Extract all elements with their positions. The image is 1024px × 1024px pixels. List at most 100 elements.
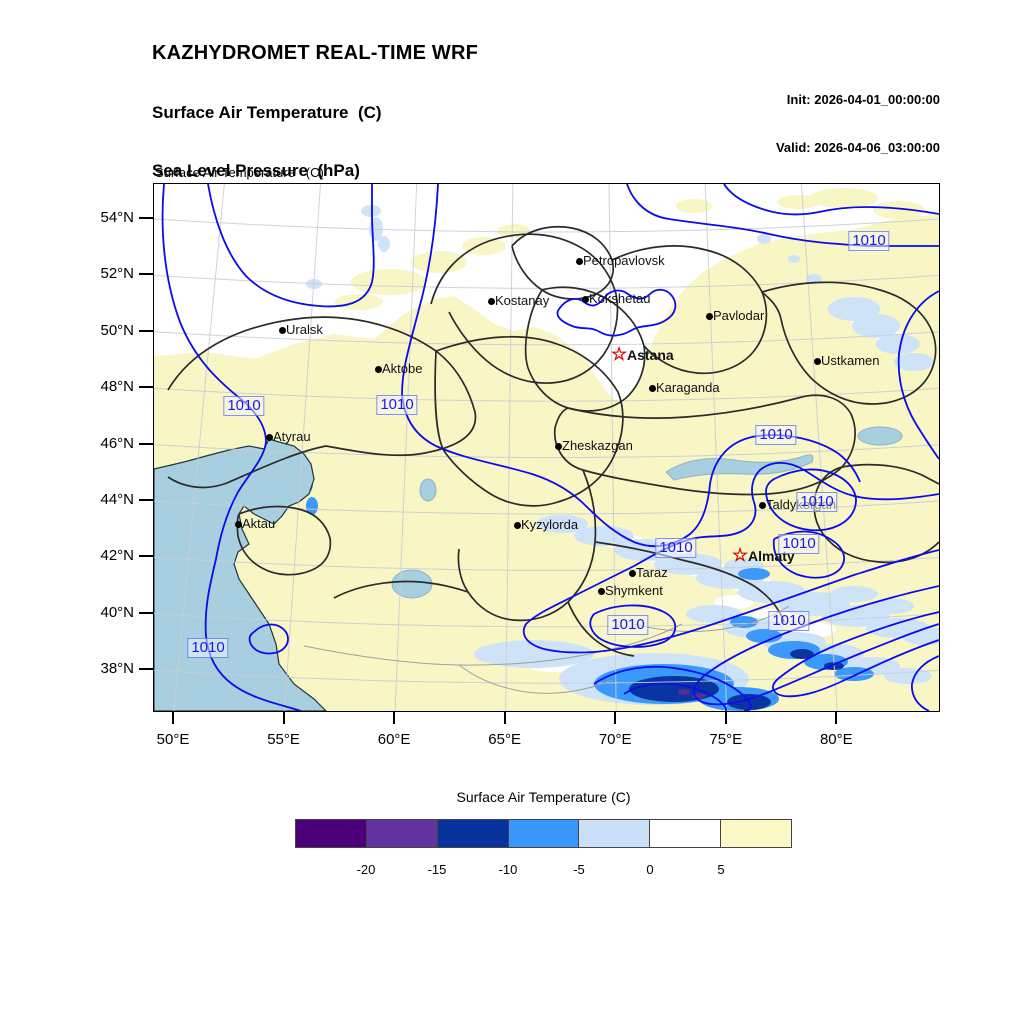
lon-tick [835, 711, 838, 724]
lon-tick-label: 50°E [156, 731, 190, 748]
graticule-parallel [154, 218, 939, 233]
pressure-contour-label-5: 1010 [655, 538, 697, 558]
city-label-astana: Astana [627, 347, 674, 363]
city-dot-icon-pavlodar [705, 312, 713, 320]
colorbar-tick-label: -5 [573, 862, 585, 877]
colorbar-cell-5 [649, 819, 722, 848]
lat-tick-label: 42°N [100, 547, 134, 565]
city-label-uralsk: Uralsk [286, 322, 323, 337]
colorbar-tick-label: 0 [646, 862, 654, 877]
colorbar-cell-4 [578, 819, 651, 848]
lon-tick [724, 711, 727, 724]
pressure-contour-label-7: 1010 [607, 615, 649, 635]
city-dot-icon-aktau [234, 520, 242, 528]
colorbar-cell-3 [507, 819, 580, 848]
lon-tick-label: 70°E [598, 731, 632, 748]
colorbar-title: Surface Air Temperature (C) [456, 789, 631, 805]
city-label-atyrau: Atyrau [273, 429, 311, 444]
lat-tick [139, 386, 153, 389]
pressure-contour-label-0: 1010 [223, 396, 265, 416]
valid-time: Valid: 2026-04-06_03:00:00 [775, 140, 940, 155]
city-label-taraz: Taraz [636, 565, 668, 580]
graticule-parallel [154, 556, 939, 571]
colorbar [295, 819, 793, 848]
lat-tick-label: 46°N [100, 434, 134, 452]
lon-tick [393, 711, 396, 724]
lon-tick [503, 711, 506, 724]
graticule-meridian [394, 184, 418, 711]
city-star-icon-almaty: ☆ [732, 545, 749, 565]
colorbar-tick-label: 5 [717, 862, 725, 877]
graticule-meridian [505, 184, 514, 711]
colorbar-cell-6 [720, 819, 793, 848]
init-time: Init: 2026-04-01_00:00:00 [786, 92, 940, 107]
pressure-contour-label-8: 1010 [768, 611, 810, 631]
lat-tick-label: 50°N [100, 321, 134, 339]
title-block: KAZHYDROMET REAL-TIME WRF Surface Air Te… [152, 6, 478, 217]
graticule-meridian [284, 184, 321, 711]
lat-tick [139, 329, 153, 332]
lat-tick [139, 668, 153, 671]
lon-tick-label: 80°E [819, 731, 853, 748]
city-dot-icon-zheskazgan [554, 442, 562, 450]
colorbar-cell-0 [295, 819, 367, 848]
city-dot-icon-taldykorgan [758, 501, 766, 509]
pressure-contour-label-3: 1010 [755, 425, 797, 445]
city-label-aktobe: Aktobe [382, 361, 423, 376]
lat-tick [139, 499, 153, 501]
pressure-contour-label-1: 1010 [376, 395, 418, 415]
lat-tick-label: 54°N [100, 209, 134, 226]
city-label-aktau: Aktau [242, 516, 276, 531]
city-label-kokshetau: Kokshetau [589, 291, 651, 306]
title-variable-1: Surface Air Temperature (C) [152, 103, 382, 122]
pressure-contour-label-9: 1010 [187, 638, 229, 658]
lon-tick-label: 65°E [488, 731, 521, 748]
graticule-meridian [800, 184, 838, 711]
city-label-pavlodar: Pavlodar [713, 308, 765, 323]
title-variable-2: Sea Level Pressure (hPa) [152, 161, 360, 180]
graticule-parallel [154, 331, 939, 346]
lon-tick [614, 711, 617, 724]
colorbar-cell-1 [365, 819, 438, 848]
lat-tick [139, 555, 153, 558]
city-label-ustkamen: Ustkamen [821, 353, 880, 368]
city-dot-icon-kokshetau [581, 295, 589, 303]
city-dot-icon-ustkamen [813, 357, 821, 365]
lat-tick-label: 52°N [100, 265, 134, 283]
lat-tick-label: 38°N [100, 660, 134, 678]
map-canvas: Petropavlovsk Kostanay Kokshetau Pavlodar Ur… [154, 184, 939, 711]
map-overlay: Petropavlovsk Kostanay Kokshetau Pavlodar Ur… [154, 184, 939, 711]
pressure-contour-label-6: 1010 [778, 534, 820, 554]
lon-tick [172, 711, 174, 724]
graticule-parallel [154, 444, 939, 459]
page-title: KAZHYDROMET REAL-TIME WRF [152, 42, 479, 64]
graticule-parallel [154, 669, 939, 684]
plot-subtitle-1: Surface Air Temperature (C) [155, 165, 324, 180]
city-label-kyzylorda: Kyzylorda [521, 517, 579, 532]
colorbar-tick-label: -15 [427, 862, 447, 877]
lat-tick-label: 44°N [100, 491, 134, 508]
lat-tick [139, 273, 153, 276]
city-label-zheskazgan: Zheskazgan [562, 438, 633, 453]
city-label-karaganda: Karaganda [656, 380, 720, 395]
graticule-parallel [154, 613, 939, 628]
city-dot-icon-taraz [628, 569, 636, 577]
graticule-meridian [704, 184, 728, 711]
city-dot-icon-shymkent [597, 587, 605, 595]
lat-tick [139, 442, 153, 445]
lat-tick-label: 48°N [100, 378, 134, 396]
graticule-meridian [173, 184, 225, 711]
city-dot-icon-kostanay [487, 297, 495, 305]
lat-tick [139, 217, 153, 219]
lon-tick [282, 711, 285, 724]
pressure-contour-label-4: 1010 [796, 492, 838, 512]
city-dot-icon-aktobe [374, 365, 382, 373]
city-dot-icon-uralsk [278, 326, 286, 334]
lon-tick-label: 75°E [709, 731, 743, 748]
colorbar-tick-label: -20 [356, 862, 376, 877]
lat-tick-label: 40°N [100, 603, 134, 621]
run-time-block: Init: 2026-04-01_00:00:00 Valid: 2026-04… [776, 60, 940, 188]
city-dot-icon-kyzylorda [513, 521, 521, 529]
colorbar-tick-label: -10 [498, 862, 518, 877]
